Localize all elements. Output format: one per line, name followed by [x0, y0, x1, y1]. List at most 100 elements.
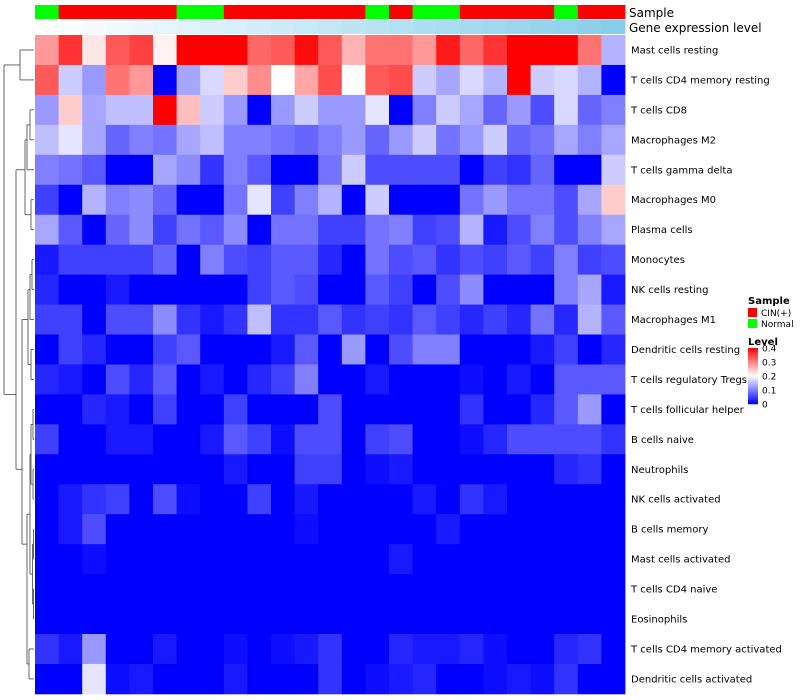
heatmap-cell: [412, 35, 437, 66]
heatmap-cell: [58, 184, 83, 216]
heatmap-cell: [294, 663, 319, 695]
heatmap-cell: [601, 634, 626, 665]
heatmap-cell: [577, 424, 602, 455]
heatmap-cell: [412, 154, 437, 186]
heatmap-cell: [365, 484, 390, 515]
heatmap-cell: [223, 364, 248, 395]
heatmap-cell: [436, 274, 461, 305]
heatmap-cell: [200, 394, 225, 425]
heatmap-cell: [507, 574, 531, 605]
heatmap-cell: [530, 214, 555, 246]
heatmap-cell: [35, 64, 59, 96]
heatmap-cell: [554, 634, 579, 665]
heatmap-cell: [577, 663, 602, 695]
heatmap-cell: [35, 184, 59, 216]
annotation-cell: [318, 5, 343, 19]
annotation-cell: [341, 20, 366, 34]
heatmap-cell: [389, 64, 413, 96]
heatmap-cell: [247, 394, 272, 425]
heatmap-cell: [105, 394, 130, 425]
heatmap-cell: [389, 274, 413, 305]
heatmap-cell: [153, 424, 177, 455]
heatmap-cell: [200, 214, 225, 246]
heatmap-cell: [82, 544, 107, 575]
heatmap-cell: [483, 64, 508, 96]
heatmap-cell: [247, 304, 272, 335]
heatmap-cell: [129, 364, 154, 395]
heatmap-cell: [483, 184, 508, 216]
row-label: Macrophages M0: [631, 195, 716, 206]
heatmap-cell: [82, 274, 107, 305]
heatmap-cell: [153, 154, 177, 186]
heatmap-cell: [318, 514, 343, 545]
heatmap-cell: [35, 94, 59, 126]
heatmap-cell: [601, 94, 626, 126]
heatmap-cell: [176, 394, 201, 425]
heatmap-cell: [105, 244, 130, 275]
level-colorbar-segment: [748, 402, 758, 405]
heatmap-cell: [530, 484, 555, 515]
heatmap-cell: [318, 394, 343, 425]
level-colorbar-segment: [748, 384, 758, 387]
heatmap-cell: [200, 424, 225, 455]
annotation-cell: [153, 5, 177, 19]
sample-legend-label: CIN(+): [761, 309, 791, 319]
heatmap-cell: [58, 574, 83, 605]
heatmap-cell: [223, 274, 248, 305]
heatmap-cell: [412, 334, 437, 365]
heatmap-cell: [176, 454, 201, 485]
heatmap-cell: [271, 484, 295, 515]
annotation-cell: [365, 20, 390, 34]
heatmap-cell: [412, 304, 437, 335]
heatmap-cell: [176, 94, 201, 126]
heatmap-cell: [412, 184, 437, 216]
heatmap-cell: [82, 514, 107, 545]
heatmap-cell: [577, 35, 602, 66]
annotation-cell: [294, 20, 319, 34]
heatmap-cell: [58, 244, 83, 275]
heatmap-cell: [271, 35, 295, 66]
heatmap-cell: [200, 244, 225, 275]
heatmap-cell: [176, 574, 201, 605]
heatmap-cell: [601, 304, 626, 335]
heatmap-cell: [577, 304, 602, 335]
heatmap-cell: [341, 364, 366, 395]
heatmap-cell: [223, 394, 248, 425]
heatmap-cell: [223, 663, 248, 695]
heatmap-cell: [35, 124, 59, 156]
heatmap-cell: [436, 35, 461, 66]
row-label: Plasma cells: [631, 225, 693, 236]
heatmap-cell: [129, 604, 154, 635]
heatmap-cell: [200, 35, 225, 66]
heatmap-cell: [389, 544, 413, 575]
heatmap-cell: [507, 334, 531, 365]
level-tick-label: 0.3: [762, 359, 776, 369]
heatmap-cell: [507, 304, 531, 335]
heatmap-cell: [35, 454, 59, 485]
heatmap-cell: [294, 334, 319, 365]
heatmap-cell: [82, 94, 107, 126]
heatmap-cell: [365, 124, 390, 156]
heatmap-cell: [82, 484, 107, 515]
heatmap-cell: [200, 544, 225, 575]
annotation-cell: [554, 5, 579, 19]
heatmap-cell: [459, 424, 484, 455]
heatmap-cell: [554, 64, 579, 96]
heatmap-cell: [294, 544, 319, 575]
heatmap-cell: [365, 424, 390, 455]
heatmap-cell: [105, 124, 130, 156]
level-colorbar-segment: [748, 348, 758, 351]
row-label: NK cells resting: [631, 285, 708, 296]
heatmap-cell: [530, 424, 555, 455]
heatmap-cell: [483, 154, 508, 186]
heatmap-cell: [436, 514, 461, 545]
heatmap-cell: [153, 334, 177, 365]
heatmap-cell: [247, 94, 272, 126]
heatmap-cell: [271, 364, 295, 395]
heatmap-cell: [294, 454, 319, 485]
heatmap-cell: [200, 184, 225, 216]
heatmap-cell: [483, 454, 508, 485]
heatmap-cell: [247, 544, 272, 575]
annotation-cell: [35, 5, 59, 19]
heatmap-cell: [436, 424, 461, 455]
